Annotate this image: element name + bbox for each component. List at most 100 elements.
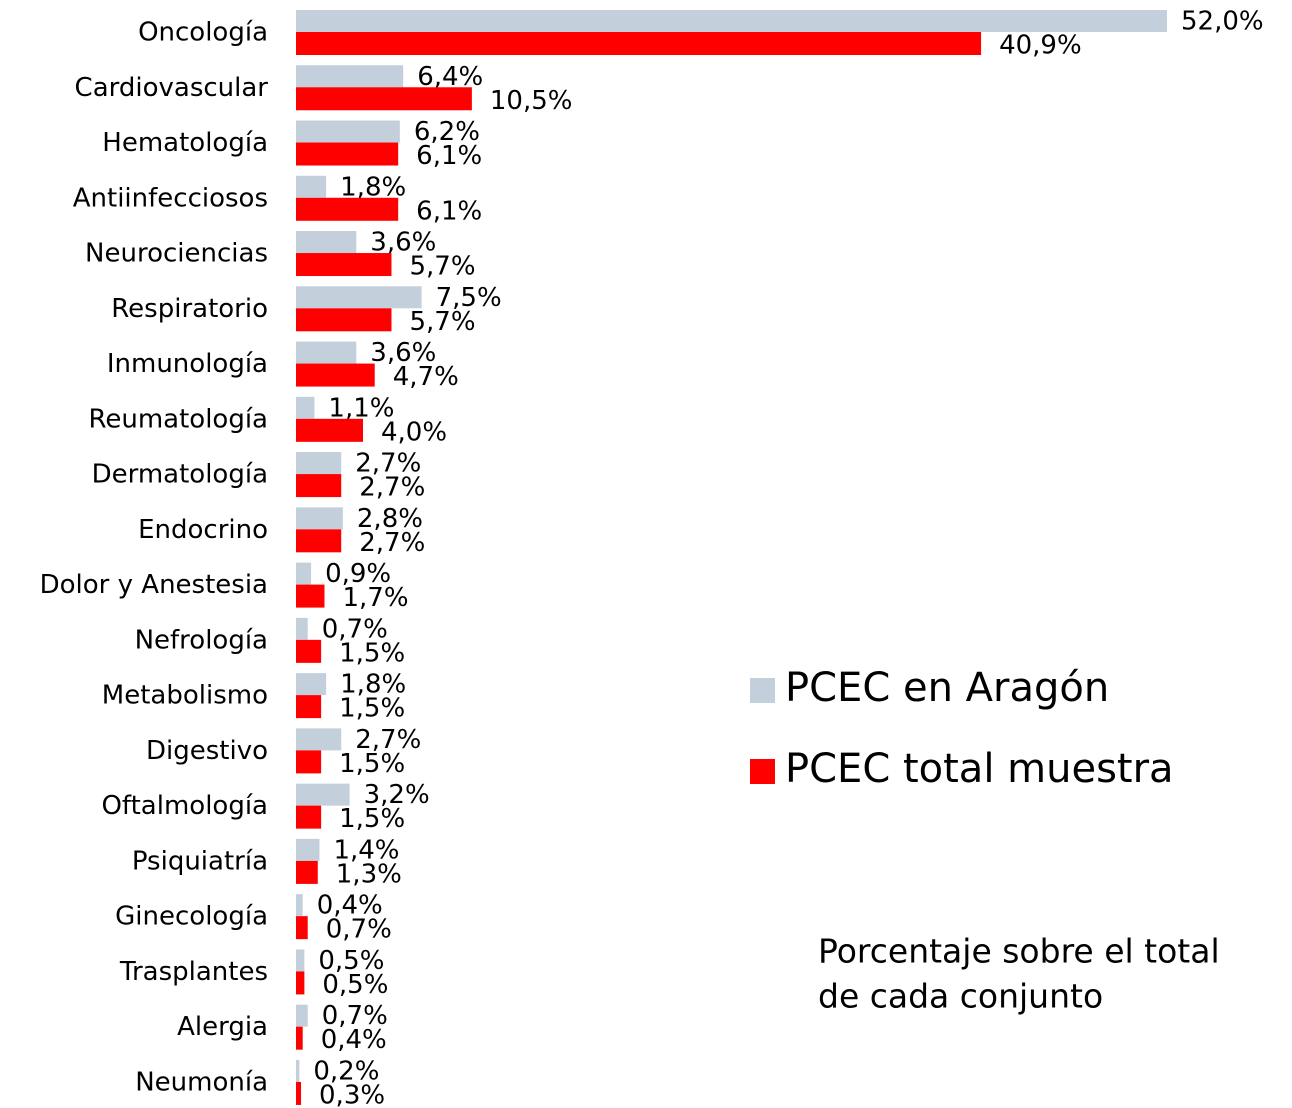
bar [296, 916, 308, 940]
bar [296, 750, 322, 774]
value-label: 1,4% [333, 835, 399, 865]
legend-swatch [750, 759, 775, 784]
value-label: 3,6% [370, 338, 436, 368]
bar [296, 695, 322, 719]
value-label: 1,1% [328, 393, 394, 423]
bar [296, 728, 342, 751]
bar [296, 529, 342, 553]
value-label: 6,4% [417, 62, 483, 92]
bar [296, 838, 320, 861]
bar [296, 639, 322, 663]
value-label: 2,7% [355, 449, 421, 479]
category-label: Neumonía [135, 1067, 268, 1097]
value-label: 1,7% [342, 583, 408, 613]
bar [296, 783, 350, 806]
value-label: 1,8% [340, 172, 406, 202]
category-label: Psiquiatría [132, 846, 268, 876]
value-label: 1,3% [336, 859, 402, 889]
value-label: 6,1% [416, 196, 482, 226]
bar [296, 253, 392, 277]
bar [296, 1026, 303, 1050]
bar [296, 1004, 308, 1027]
bar [296, 363, 375, 387]
category-label: Ginecología [115, 902, 268, 932]
bar [296, 860, 318, 884]
bar [296, 32, 982, 55]
value-label: 40,9% [999, 31, 1082, 61]
category-label: Alergia [177, 1012, 268, 1042]
legend-label: PCEC en Aragón [785, 665, 1109, 711]
bar [296, 673, 327, 696]
bar [296, 474, 342, 498]
value-label: 1,5% [339, 749, 405, 779]
bar [296, 396, 315, 419]
value-label: 0,5% [318, 946, 384, 976]
value-label: 2,7% [359, 473, 425, 503]
value-label: 0,5% [322, 970, 388, 1000]
value-label: 4,0% [381, 417, 447, 447]
category-label: Hematología [102, 128, 268, 158]
bar [296, 1081, 302, 1105]
value-label: 6,1% [416, 141, 482, 171]
category-label: Endocrino [138, 515, 268, 545]
note-line: Porcentaje sobre el total [818, 932, 1220, 971]
value-label: 0,7% [322, 614, 388, 644]
value-label: 1,5% [339, 694, 405, 724]
value-label: 5,7% [409, 252, 475, 282]
value-label: 10,5% [490, 86, 573, 116]
bar [296, 971, 305, 995]
bar [296, 231, 357, 254]
category-label: Reumatología [88, 404, 268, 434]
category-label: Nefrología [135, 625, 268, 655]
value-label: 1,5% [339, 804, 405, 834]
category-label: Metabolismo [102, 681, 268, 711]
bar [296, 617, 308, 640]
legend-swatch [750, 678, 775, 703]
category-label: Dermatología [92, 460, 268, 490]
bar [296, 418, 363, 442]
category-label: Cardiovascular [75, 73, 269, 103]
category-label: Oncología [138, 18, 268, 48]
category-label: Digestivo [146, 736, 268, 766]
value-label: 0,4% [317, 891, 383, 921]
bar [296, 197, 399, 221]
bar [296, 562, 312, 585]
bar [296, 949, 305, 972]
value-label: 2,7% [355, 725, 421, 755]
value-label: 3,2% [364, 780, 430, 810]
note-line: de cada conjunto [818, 977, 1103, 1016]
bar [296, 10, 1167, 32]
bar [296, 120, 400, 143]
category-label: Dolor y Anestesia [40, 570, 268, 600]
bar [296, 286, 422, 309]
value-label: 0,3% [319, 1080, 385, 1108]
value-label: 0,7% [322, 1001, 388, 1031]
bar [296, 507, 343, 530]
value-label: 0,7% [326, 915, 392, 945]
bar [296, 894, 303, 917]
value-label: 3,6% [370, 228, 436, 258]
value-label: 52,0% [1181, 7, 1264, 37]
category-label: Respiratorio [111, 294, 268, 324]
category-label: Trasplantes [119, 957, 268, 987]
bar [296, 452, 342, 475]
value-label: 2,7% [359, 528, 425, 558]
value-label: 4,7% [393, 362, 459, 392]
category-label: Oftalmología [101, 791, 268, 821]
value-label: 0,9% [325, 559, 391, 589]
category-label: Antiinfecciosos [73, 183, 268, 213]
value-label: 5,7% [409, 307, 475, 337]
value-label: 0,2% [313, 1056, 379, 1086]
legend-label: PCEC total muestra [785, 746, 1174, 792]
bar [296, 87, 472, 111]
bar [296, 175, 327, 198]
bar [296, 584, 325, 608]
bar [296, 65, 404, 88]
bar [296, 805, 322, 829]
value-label: 2,8% [357, 504, 423, 534]
value-label: 0,4% [321, 1025, 387, 1055]
bar [296, 308, 392, 332]
value-label: 6,2% [414, 117, 480, 147]
bar [296, 1059, 300, 1082]
